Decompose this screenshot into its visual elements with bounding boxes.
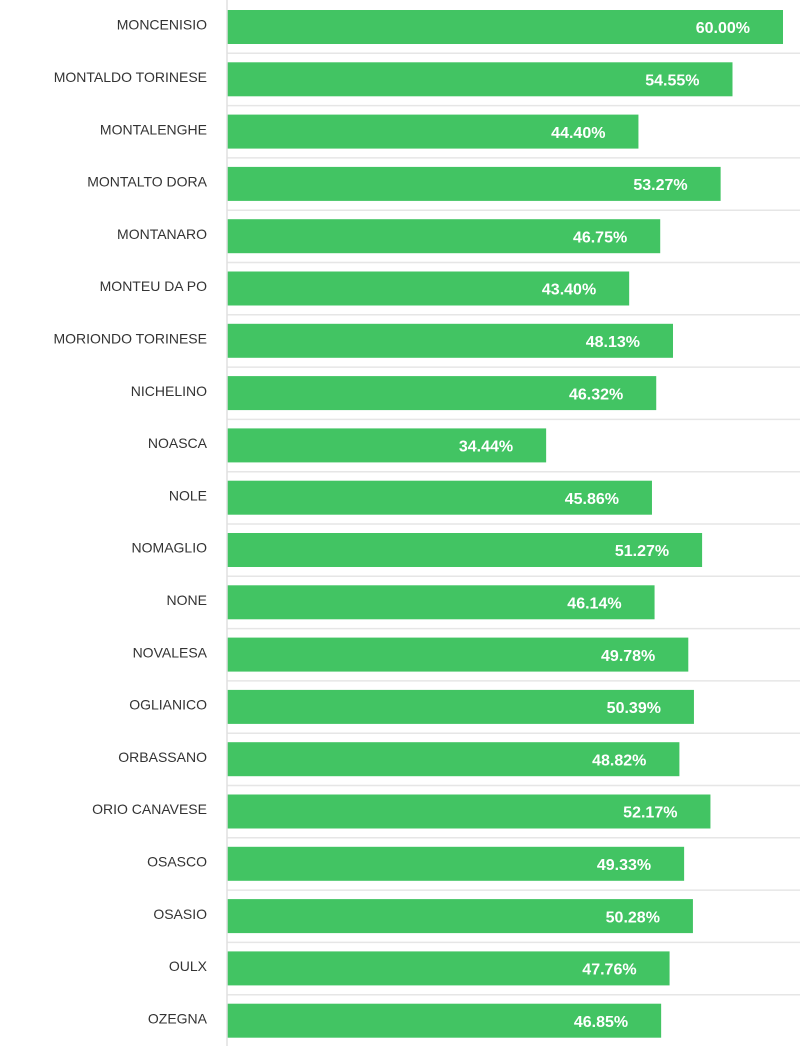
category-label: ORIO CANAVESE: [92, 801, 207, 817]
data-label: 43.40%: [542, 282, 596, 299]
data-label: 45.86%: [565, 491, 619, 508]
bar: [227, 585, 655, 620]
category-label: NOLE: [169, 487, 207, 503]
bar: [227, 689, 694, 724]
bar: [227, 533, 703, 567]
bar: [227, 899, 693, 934]
data-label: 46.75%: [573, 229, 627, 246]
bar: [227, 62, 733, 97]
category-label: MONCENISIO: [117, 17, 207, 33]
bar: [227, 951, 670, 986]
bar: [227, 846, 685, 881]
category-label: OSASCO: [147, 854, 207, 870]
data-label: 44.40%: [551, 125, 605, 142]
bar: [227, 1003, 662, 1038]
category-label: NOVALESA: [133, 644, 208, 660]
category-label: NONE: [167, 592, 207, 608]
category-label: NOASCA: [148, 435, 208, 451]
data-label: 50.39%: [607, 700, 661, 717]
data-label: 60.00%: [696, 20, 750, 37]
category-label: MONTEU DA PO: [100, 278, 207, 294]
bar: [227, 742, 680, 777]
bar: [227, 637, 689, 672]
category-label: MONTALDO TORINESE: [54, 69, 207, 85]
data-label: 48.13%: [586, 334, 640, 351]
data-label: 51.27%: [615, 543, 669, 560]
category-label: OZEGNA: [148, 1010, 208, 1026]
data-label: 46.32%: [569, 386, 623, 403]
data-label: 46.85%: [574, 1014, 628, 1031]
bar: [227, 166, 721, 201]
data-label: 54.55%: [645, 73, 699, 90]
bar: [227, 323, 674, 358]
category-label: ORBASSANO: [118, 749, 207, 765]
category-label: OSASIO: [153, 906, 207, 922]
category-label: NICHELINO: [131, 383, 207, 399]
category-label: MORIONDO TORINESE: [53, 331, 207, 347]
data-label: 52.17%: [623, 805, 677, 822]
data-label: 49.33%: [597, 857, 651, 874]
data-label: 34.44%: [459, 439, 513, 456]
data-label: 46.14%: [567, 596, 621, 613]
category-label: MONTALENGHE: [100, 121, 207, 137]
category-label: MONTANARO: [117, 226, 207, 242]
bar: [227, 271, 630, 306]
bar: [227, 794, 711, 829]
data-label: 47.76%: [582, 962, 636, 979]
bar: [227, 428, 547, 463]
category-label: OGLIANICO: [129, 697, 207, 713]
bar: [227, 219, 661, 254]
data-label: 48.82%: [592, 752, 646, 769]
category-label: NOMAGLIO: [132, 540, 208, 556]
bar: [227, 114, 639, 149]
data-label: 50.28%: [606, 909, 660, 926]
bar: [227, 480, 652, 515]
bar: [227, 10, 783, 44]
category-label: MONTALTO DORA: [87, 174, 207, 190]
data-label: 53.27%: [633, 177, 687, 194]
data-label: 49.78%: [601, 648, 655, 665]
bar: [227, 376, 657, 411]
category-label: OULX: [169, 958, 208, 974]
